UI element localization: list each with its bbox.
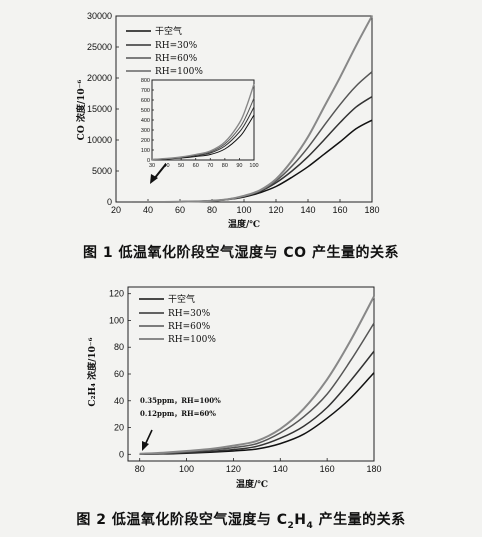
plot2-series-lines xyxy=(139,295,375,455)
x-tick-label: 100 xyxy=(249,163,258,169)
x-tick-label: 160 xyxy=(320,464,335,474)
legend2-label-rh60: RH=60% xyxy=(168,322,211,332)
x-tick-label: 80 xyxy=(135,464,145,474)
series-line-4 xyxy=(151,83,255,161)
legend1-label-dry: 干空气 xyxy=(155,25,182,37)
x-tick-label: 80 xyxy=(207,205,217,215)
y-tick-label: 40 xyxy=(114,396,124,406)
legend2-label-rh100: RH=100% xyxy=(168,335,216,345)
x-tick-label: 180 xyxy=(366,464,381,474)
y-tick-label: 20 xyxy=(114,423,124,433)
plot2-y-axis-label: C₂H₄ 浓度/10⁻⁶ xyxy=(86,337,98,406)
y-tick-label: 300 xyxy=(141,128,150,134)
y-tick-label: 5000 xyxy=(92,166,112,176)
y-tick-label: 60 xyxy=(114,369,124,379)
x-tick-label: 140 xyxy=(273,464,288,474)
y-tick-label: 600 xyxy=(141,98,150,104)
inset-pointer-arrow xyxy=(150,163,167,184)
x-tick-label: 20 xyxy=(111,205,121,215)
inset-x-ticks: 30 40 50 60 70 80 90 100 xyxy=(149,158,259,169)
series-line-4 xyxy=(131,15,373,204)
figure2-caption-part3: 产生量的关系 xyxy=(313,512,406,528)
x-tick-label: 140 xyxy=(300,205,315,215)
plot1-series-lines xyxy=(131,15,373,204)
legend2-label-dry: 干空气 xyxy=(168,293,195,305)
x-tick-label: 100 xyxy=(236,205,251,215)
annotation-arrow xyxy=(142,429,153,451)
plot1-y-ticks: 0 5000 10000 15000 20000 25000 30000 xyxy=(87,11,119,207)
y-tick-label: 700 xyxy=(141,88,150,94)
plot2-x-ticks: 80 100 120 140 160 180 xyxy=(135,458,382,474)
legend2-label-rh30: RH=30% xyxy=(168,309,211,319)
y-tick-label: 800 xyxy=(141,78,150,84)
y-tick-label: 20000 xyxy=(87,73,112,83)
figure2-caption-sub1: 2 xyxy=(287,520,295,531)
y-tick-label: 0 xyxy=(119,449,124,459)
x-tick-label: 40 xyxy=(143,205,153,215)
y-tick-label: 200 xyxy=(141,138,150,144)
x-tick-label: 70 xyxy=(207,163,213,169)
x-tick-label: 60 xyxy=(193,163,199,169)
plot1-legend: 干空气 RH=30% RH=60% RH=100% xyxy=(126,25,203,77)
x-tick-label: 40 xyxy=(164,163,170,169)
legend1-label-rh100: RH=100% xyxy=(155,67,203,77)
inset-frame xyxy=(151,79,255,161)
inset-y-ticks: 0 100 200 300 400 500 600 700 800 xyxy=(141,78,154,164)
figure1-chart: 20 40 60 80 100 120 140 160 180 0500010000150002… xyxy=(75,11,380,230)
y-tick-label: 0 xyxy=(107,197,112,207)
series-line-4 xyxy=(139,295,375,455)
y-tick-label: 30000 xyxy=(87,11,112,21)
plot2-legend: 干空气 RH=30% RH=60% RH=100% xyxy=(139,293,216,345)
x-tick-label: 120 xyxy=(268,205,283,215)
y-tick-label: 15000 xyxy=(87,104,112,114)
plot1-inset: 30 40 50 60 70 80 90 100 0 100 200 300 400 500 600 700… xyxy=(141,78,259,169)
plot2-x-axis-label: 温度/℃ xyxy=(236,478,268,490)
x-tick-label: 100 xyxy=(179,464,194,474)
x-tick-label: 90 xyxy=(236,163,242,169)
y-tick-label: 10000 xyxy=(87,135,112,145)
figure2-caption-sub2: 4 xyxy=(306,520,314,531)
x-tick-label: 160 xyxy=(332,205,347,215)
figure2-chart: 80 100 120 140 160 180 0 20 40 60 80 100 120 温度/℃ C… xyxy=(86,286,382,490)
y-tick-label: 400 xyxy=(141,118,150,124)
figure2-caption-part1: 图 2 低温氧化阶段空气湿度与 C xyxy=(76,512,288,528)
y-tick-label: 500 xyxy=(141,108,150,114)
plot1-x-axis-label: 温度/℃ xyxy=(228,218,260,230)
plot2-frame xyxy=(127,286,375,462)
inset-series-lines xyxy=(151,83,255,161)
x-tick-label: 60 xyxy=(175,205,185,215)
x-tick-label: 120 xyxy=(226,464,241,474)
figure2-caption-part2: H xyxy=(294,512,307,528)
plot2-y-ticks: 0 20 40 60 80 100 120 xyxy=(109,289,131,459)
x-tick-label: 50 xyxy=(178,163,184,169)
y-tick-label: 120 xyxy=(109,289,124,299)
y-tick-label: 100 xyxy=(141,148,150,154)
y-tick-label: 25000 xyxy=(87,42,112,52)
plot1-x-ticks: 20 40 60 80 100 120 140 160 180 xyxy=(111,199,380,215)
legend1-label-rh60: RH=60% xyxy=(155,54,198,64)
y-tick-label: 100 xyxy=(109,315,124,325)
figure2-caption: 图 2 低温氧化阶段空气湿度与 C2H4 产生量的关系 xyxy=(0,509,482,531)
x-tick-label: 80 xyxy=(222,163,228,169)
annotation-rh100: 0.35ppm，RH=100% xyxy=(140,396,221,405)
x-tick-label: 30 xyxy=(149,163,155,169)
x-tick-label: 180 xyxy=(364,205,379,215)
annotation-rh60: 0.12ppm，RH=60% xyxy=(140,409,216,418)
y-tick-label: 0 xyxy=(147,158,150,164)
y-tick-label: 80 xyxy=(114,342,124,352)
figure1-caption: 图 1 低温氧化阶段空气湿度与 CO 产生量的关系 xyxy=(83,245,399,261)
legend1-label-rh30: RH=30% xyxy=(155,41,198,51)
plot1-y-axis-label: CO 浓度/10⁻⁶ xyxy=(75,80,87,141)
